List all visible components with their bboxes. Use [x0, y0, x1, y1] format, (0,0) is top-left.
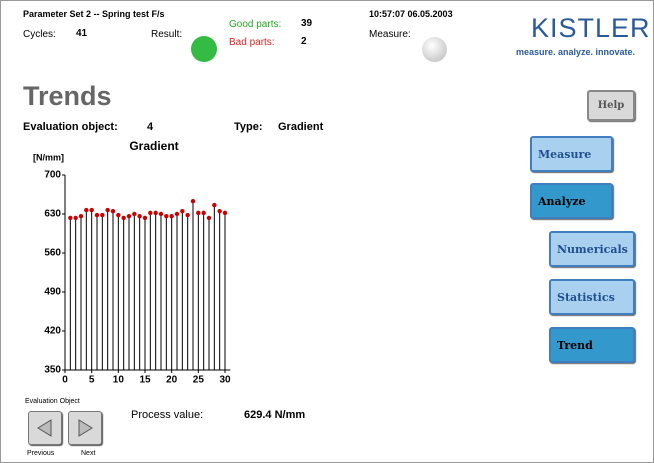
- stem-point: [137, 214, 142, 219]
- measure-indicator: [422, 37, 447, 62]
- help-button[interactable]: Help: [587, 90, 635, 121]
- next-label: Next: [81, 450, 96, 457]
- x-tick-label: 10: [113, 375, 125, 386]
- y-tick-label: 630: [44, 209, 61, 220]
- stem-point: [206, 215, 212, 221]
- stem-point: [100, 212, 105, 218]
- type-label: Type:: [234, 121, 263, 133]
- y-tick-label: 700: [44, 170, 61, 181]
- cycles: 41: [76, 28, 88, 39]
- page-title: Trends: [23, 81, 112, 111]
- stem-point: [105, 207, 110, 213]
- parameter-set: Parameter Set 2 -- Spring test F/s: [23, 9, 165, 19]
- stem-point: [180, 209, 185, 214]
- stem-point: [116, 212, 121, 218]
- stem-point: [142, 215, 148, 221]
- type: Gradient: [278, 121, 324, 133]
- cycles-label: Cycles:: [23, 29, 56, 40]
- stem-point: [126, 214, 132, 219]
- y-tick-label: 490: [44, 287, 61, 298]
- stem-point: [73, 215, 78, 221]
- bad-count: 2: [301, 36, 307, 47]
- stem-point: [196, 210, 201, 216]
- stem-point: [148, 210, 153, 216]
- process-label: Process value:: [131, 409, 204, 421]
- previous-button[interactable]: [28, 411, 62, 445]
- bad-label: Bad parts:: [229, 37, 275, 48]
- eval-object: 4: [147, 121, 154, 133]
- y-tick-label: 420: [44, 326, 61, 337]
- logo: KISTLER: [531, 13, 651, 43]
- measure-button[interactable]: Measure: [530, 136, 613, 172]
- stem-point: [153, 210, 158, 216]
- timestamp: 10:57:07 06.05.2003: [369, 9, 453, 19]
- stem-point: [121, 215, 126, 221]
- group-label: Evaluation Object: [25, 398, 80, 405]
- stem-point: [169, 214, 174, 219]
- stem-point: [174, 211, 180, 217]
- statistics-button[interactable]: Statistics: [549, 279, 635, 315]
- y-tick-label: 350: [44, 365, 61, 376]
- stem-point: [78, 214, 84, 219]
- trend-button[interactable]: Trend: [549, 327, 635, 363]
- analyze-button[interactable]: Analyze: [530, 183, 613, 219]
- stem-point: [110, 209, 116, 214]
- stem-point: [94, 212, 100, 218]
- good-count: 39: [301, 18, 313, 29]
- measure-label: Measure:: [369, 29, 411, 40]
- trend-chart: Gradient [N/mm] 350 420 490 560 630 700 0 5 10 15…: [33, 139, 231, 386]
- stem-point: [190, 198, 196, 204]
- x-tick-label: 15: [139, 375, 151, 386]
- next-button[interactable]: [68, 411, 102, 445]
- numericals-button[interactable]: Numericals: [549, 231, 635, 267]
- good-label: Good parts:: [229, 19, 282, 30]
- chart-title: Gradient: [129, 139, 178, 153]
- next-icon: [78, 419, 93, 437]
- stem-point: [84, 207, 89, 213]
- result-label: Result:: [151, 29, 183, 40]
- stem-point: [222, 210, 228, 216]
- x-tick-label: 0: [62, 375, 68, 386]
- result-indicator: [191, 36, 217, 62]
- stem-point: [164, 214, 169, 219]
- stem-point: [132, 211, 137, 217]
- stem-point: [158, 211, 164, 217]
- y-tick-label: 560: [44, 248, 61, 259]
- eval-object-label: Evaluation object:: [23, 121, 118, 133]
- x-tick-label: 30: [219, 375, 231, 386]
- stem-point: [217, 209, 222, 214]
- stem-point: [185, 212, 190, 218]
- x-tick-label: 20: [166, 375, 178, 386]
- y-axis-label: [N/mm]: [33, 152, 64, 162]
- x-tick-label: 5: [89, 375, 95, 386]
- process-value: 629.4 N/mm: [244, 409, 306, 421]
- slogan: measure. analyze. innovate.: [516, 47, 636, 57]
- previous-label: Previous: [27, 450, 55, 457]
- stem-point: [89, 207, 94, 213]
- stem-point: [212, 202, 217, 208]
- previous-icon: [37, 419, 52, 437]
- stem-point: [68, 215, 73, 221]
- x-tick-label: 25: [193, 375, 205, 386]
- stem-point: [201, 210, 206, 216]
